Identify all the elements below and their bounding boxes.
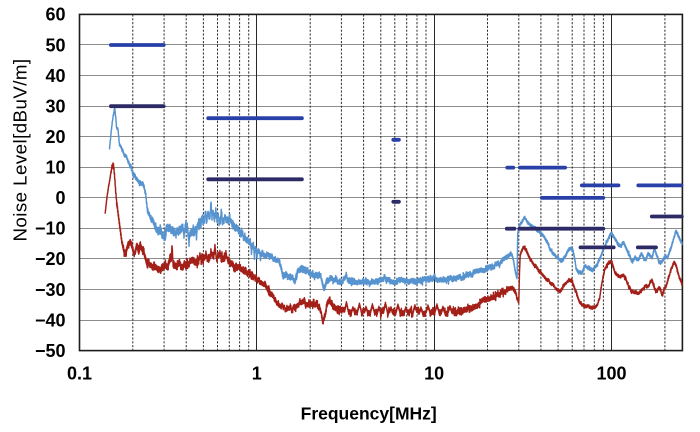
svg-text:Noise Level[dBuV/m]: Noise Level[dBuV/m] <box>9 58 30 241</box>
svg-text:10: 10 <box>424 364 444 384</box>
svg-text:−10: −10 <box>35 219 66 239</box>
svg-text:−20: −20 <box>35 249 66 269</box>
svg-text:60: 60 <box>45 5 65 25</box>
svg-text:10: 10 <box>45 158 65 178</box>
svg-text:50: 50 <box>45 35 65 55</box>
svg-text:20: 20 <box>45 127 65 147</box>
svg-text:0: 0 <box>55 188 65 208</box>
svg-text:−40: −40 <box>35 310 66 330</box>
svg-text:Frequency[MHz]: Frequency[MHz] <box>301 404 437 424</box>
svg-text:1: 1 <box>252 364 262 384</box>
svg-text:100: 100 <box>596 364 626 384</box>
svg-text:30: 30 <box>45 96 65 116</box>
svg-text:0.1: 0.1 <box>67 364 92 384</box>
svg-text:−50: −50 <box>35 341 66 361</box>
svg-text:−30: −30 <box>35 280 66 300</box>
svg-text:40: 40 <box>45 66 65 86</box>
